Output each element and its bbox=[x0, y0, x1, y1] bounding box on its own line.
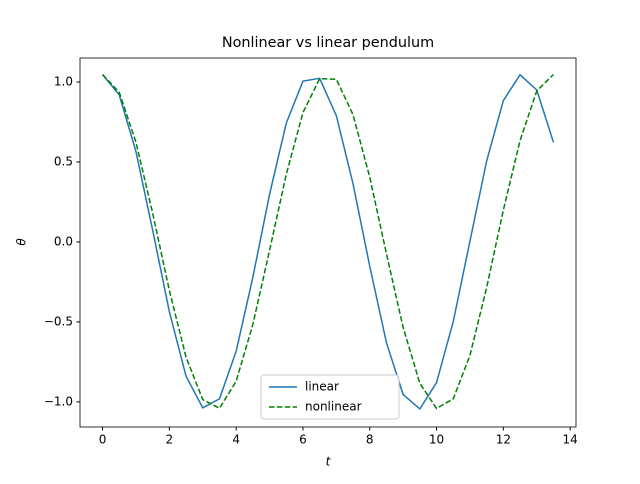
plot-frame bbox=[79, 57, 577, 428]
y-axis-label: θ bbox=[15, 238, 29, 246]
x-tick-label: 4 bbox=[232, 433, 240, 447]
y-tick-label: −0.5 bbox=[44, 314, 73, 328]
x-tick-label: 6 bbox=[299, 433, 307, 447]
series-line bbox=[101, 73, 554, 410]
y-tick-label: 0.5 bbox=[54, 154, 73, 168]
x-tick-label: 10 bbox=[429, 433, 444, 447]
x-tick-label: 12 bbox=[496, 433, 511, 447]
y-tick-label: −1.0 bbox=[44, 394, 73, 408]
chart-title: Nonlinear vs linear pendulum bbox=[222, 35, 434, 51]
y-tick-label: 1.0 bbox=[54, 74, 73, 88]
legend-box bbox=[260, 374, 400, 420]
x-tick-label: 8 bbox=[366, 433, 374, 447]
y-tick-label: 0.0 bbox=[54, 234, 73, 248]
series-line bbox=[101, 73, 555, 411]
x-tick-label: 0 bbox=[99, 433, 107, 447]
legend-label: linear bbox=[305, 380, 339, 394]
legend-label: nonlinear bbox=[305, 400, 362, 414]
x-tick-label: 14 bbox=[563, 433, 578, 447]
x-tick-label: 2 bbox=[166, 433, 174, 447]
x-axis-label: t bbox=[326, 455, 332, 469]
